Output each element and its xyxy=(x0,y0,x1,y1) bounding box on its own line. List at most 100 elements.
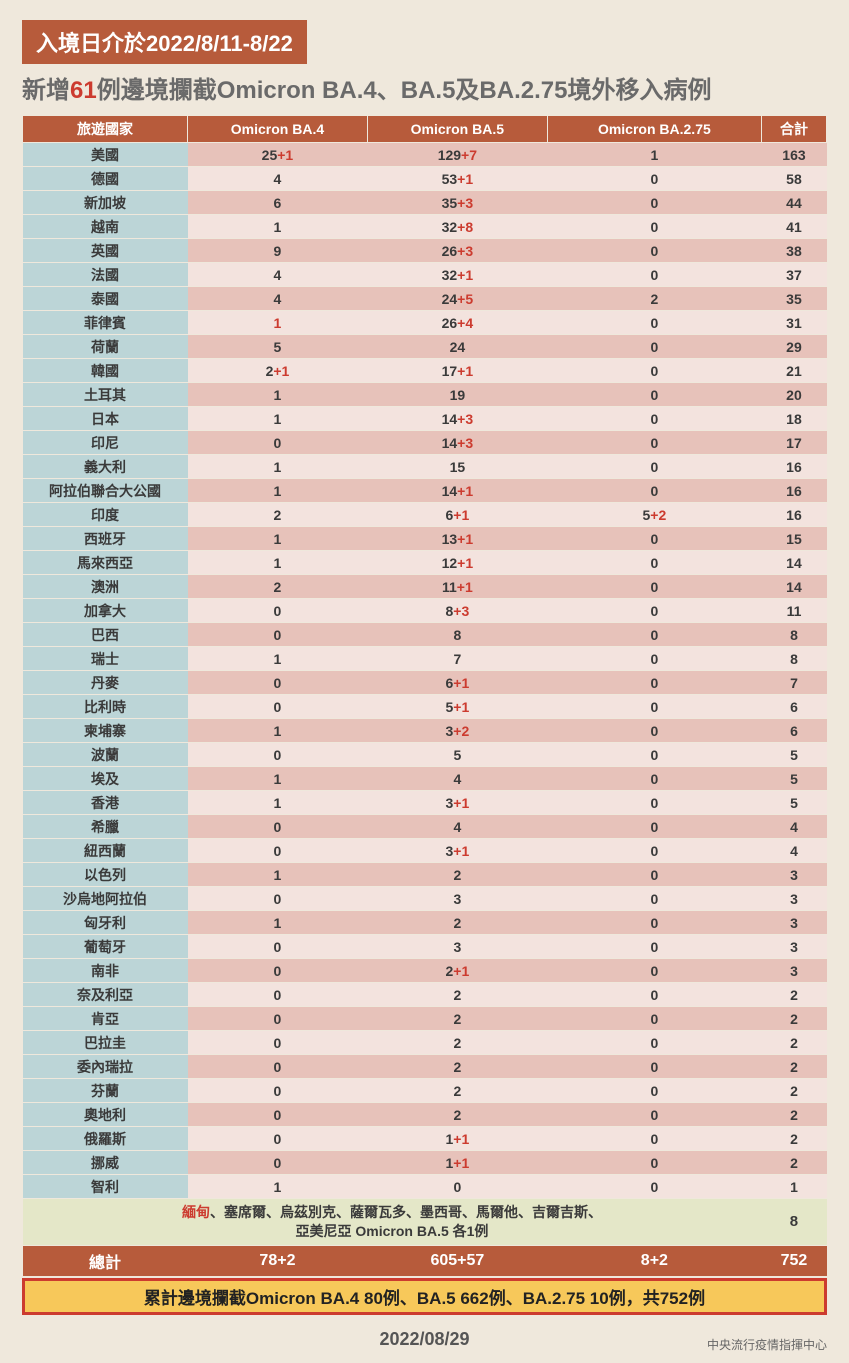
value-cell: 2 xyxy=(761,1127,826,1151)
totals-cell: 752 xyxy=(761,1245,826,1276)
value-cell: 0 xyxy=(547,863,761,887)
value-cell: 2 xyxy=(367,1007,547,1031)
table-header-row: 旅遊國家Omicron BA.4Omicron BA.5Omicron BA.2… xyxy=(23,116,827,143)
value-cell: 2 xyxy=(761,983,826,1007)
value-cell: 0 xyxy=(547,335,761,359)
value-cell: 1 xyxy=(188,1175,368,1199)
value-cell: 29 xyxy=(761,335,826,359)
value-cell: 0 xyxy=(547,1151,761,1175)
value-cell: 0 xyxy=(547,815,761,839)
value-cell: 2 xyxy=(367,911,547,935)
country-cell: 瑞士 xyxy=(23,647,188,671)
value-cell: 5+1 xyxy=(367,695,547,719)
table-row: 美國25+1129+71163 xyxy=(23,143,827,167)
value-cell: 18 xyxy=(761,407,826,431)
value-cell: 16 xyxy=(761,503,826,527)
value-cell: 3 xyxy=(367,887,547,911)
title-pre: 新增 xyxy=(22,77,70,104)
value-cell: 1 xyxy=(188,911,368,935)
value-cell: 0 xyxy=(547,359,761,383)
totals-cell: 8+2 xyxy=(547,1245,761,1276)
table-row: 印尼014+3017 xyxy=(23,431,827,455)
value-cell: 1 xyxy=(188,719,368,743)
table-row: 柬埔寨13+206 xyxy=(23,719,827,743)
country-cell: 美國 xyxy=(23,143,188,167)
value-cell: 2 xyxy=(188,575,368,599)
table-row: 南非02+103 xyxy=(23,959,827,983)
value-cell: 0 xyxy=(547,551,761,575)
value-cell: 0 xyxy=(188,623,368,647)
value-cell: 26+4 xyxy=(367,311,547,335)
table-row: 西班牙113+1015 xyxy=(23,527,827,551)
country-cell: 巴西 xyxy=(23,623,188,647)
table-row: 葡萄牙0303 xyxy=(23,935,827,959)
country-cell: 奈及利亞 xyxy=(23,983,188,1007)
value-cell: 1 xyxy=(547,143,761,167)
page-title: 新增61例邊境攔截Omicron BA.4、BA.5及BA.2.75境外移入病例 xyxy=(22,70,827,105)
table-row: 新加坡635+3044 xyxy=(23,191,827,215)
value-cell: 0 xyxy=(547,911,761,935)
country-cell: 希臘 xyxy=(23,815,188,839)
value-cell: 31 xyxy=(761,311,826,335)
totals-row: 總計78+2605+578+2752 xyxy=(23,1245,827,1276)
col-header: 旅遊國家 xyxy=(23,116,188,143)
table-row: 俄羅斯01+102 xyxy=(23,1127,827,1151)
table-row: 菲律賓126+4031 xyxy=(23,311,827,335)
country-cell: 沙烏地阿拉伯 xyxy=(23,887,188,911)
value-cell: 0 xyxy=(547,167,761,191)
value-cell: 5 xyxy=(761,767,826,791)
table-row: 智利1001 xyxy=(23,1175,827,1199)
value-cell: 0 xyxy=(188,887,368,911)
table-row: 肯亞0202 xyxy=(23,1007,827,1031)
value-cell: 7 xyxy=(367,647,547,671)
country-cell: 紐西蘭 xyxy=(23,839,188,863)
value-cell: 11+1 xyxy=(367,575,547,599)
value-cell: 2 xyxy=(761,1055,826,1079)
value-cell: 12+1 xyxy=(367,551,547,575)
country-cell: 越南 xyxy=(23,215,188,239)
value-cell: 0 xyxy=(547,1007,761,1031)
value-cell: 0 xyxy=(188,743,368,767)
table-row: 希臘0404 xyxy=(23,815,827,839)
date-range-banner: 入境日介於2022/8/11-8/22 xyxy=(22,20,307,64)
value-cell: 5+2 xyxy=(547,503,761,527)
value-cell: 1 xyxy=(188,647,368,671)
value-cell: 0 xyxy=(547,935,761,959)
value-cell: 2 xyxy=(188,503,368,527)
value-cell: 0 xyxy=(547,1175,761,1199)
value-cell: 14+1 xyxy=(367,479,547,503)
country-cell: 西班牙 xyxy=(23,527,188,551)
value-cell: 2 xyxy=(367,1031,547,1055)
value-cell: 0 xyxy=(547,1079,761,1103)
value-cell: 0 xyxy=(188,1031,368,1055)
country-cell: 馬來西亞 xyxy=(23,551,188,575)
value-cell: 0 xyxy=(547,623,761,647)
value-cell: 0 xyxy=(188,839,368,863)
cumulative-summary: 累計邊境攔截Omicron BA.4 80例、BA.5 662例、BA.2.75… xyxy=(22,1278,827,1315)
table-row: 埃及1405 xyxy=(23,767,827,791)
others-row: 緬甸、塞席爾、烏茲別克、薩爾瓦多、墨西哥、馬爾他、吉爾吉斯、亞美尼亞 Omicr… xyxy=(23,1199,827,1246)
value-cell: 1 xyxy=(188,767,368,791)
country-cell: 葡萄牙 xyxy=(23,935,188,959)
value-cell: 2 xyxy=(761,1103,826,1127)
table-row: 日本114+3018 xyxy=(23,407,827,431)
value-cell: 4 xyxy=(188,287,368,311)
value-cell: 15 xyxy=(761,527,826,551)
value-cell: 53+1 xyxy=(367,167,547,191)
col-header: Omicron BA.4 xyxy=(188,116,368,143)
value-cell: 24+5 xyxy=(367,287,547,311)
value-cell: 8 xyxy=(761,647,826,671)
value-cell: 3 xyxy=(761,935,826,959)
value-cell: 0 xyxy=(547,599,761,623)
value-cell: 0 xyxy=(547,527,761,551)
value-cell: 44 xyxy=(761,191,826,215)
value-cell: 32+8 xyxy=(367,215,547,239)
value-cell: 0 xyxy=(547,191,761,215)
table-row: 沙烏地阿拉伯0303 xyxy=(23,887,827,911)
value-cell: 0 xyxy=(547,407,761,431)
value-cell: 8+3 xyxy=(367,599,547,623)
value-cell: 4 xyxy=(761,839,826,863)
value-cell: 4 xyxy=(367,767,547,791)
value-cell: 1 xyxy=(188,551,368,575)
table-row: 馬來西亞112+1014 xyxy=(23,551,827,575)
